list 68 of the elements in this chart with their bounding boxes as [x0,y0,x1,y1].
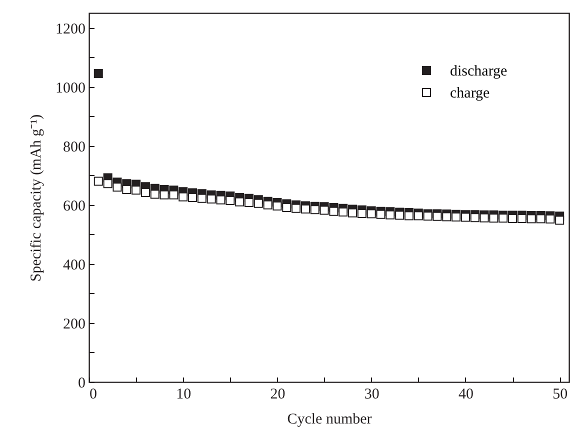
x-tick-label: 10 [176,386,192,402]
point [395,210,404,220]
y-tick-label: 600 [63,198,86,214]
y-tick-label: 1000 [56,80,86,96]
point [517,214,526,223]
x-tick-label: 40 [458,386,474,402]
legend-label: discharge [450,64,508,80]
y-axis-title: Specific capacity (mAh g⁻¹) [28,114,44,282]
point [508,214,518,223]
point [442,212,452,222]
point [338,207,348,216]
point [272,202,282,211]
point [546,214,555,224]
y-tick-label: 0 [78,376,86,392]
x-tick-label: 0 [90,386,97,402]
point [357,208,366,218]
point [226,196,235,205]
point [310,205,320,214]
point [206,194,216,204]
point [188,193,198,202]
point [244,198,254,208]
point [169,190,178,200]
point [386,210,395,220]
point [432,212,442,221]
point [414,211,423,220]
point [329,206,338,216]
point [263,200,272,210]
point [197,194,206,203]
point [480,213,489,222]
x-tick-label: 20 [270,386,286,402]
point [150,190,160,199]
point [555,216,564,225]
point [178,192,188,202]
point [300,204,310,214]
legend-label: charge [450,86,490,102]
point [122,185,132,194]
x-tick-label: 50 [552,386,568,402]
point [292,204,301,213]
y-tick-label: 800 [63,139,86,156]
point [526,214,536,224]
y-tick-label: 400 [63,257,86,274]
point [112,182,122,192]
point [320,206,329,215]
point [254,198,263,208]
point [282,203,292,212]
point [536,214,546,224]
point [140,188,150,197]
point [489,214,498,223]
point [423,212,432,221]
y-tick-label: 1200 [56,21,86,38]
point [216,195,226,204]
y-tick-label: 200 [63,316,86,332]
point [94,176,103,186]
point [460,212,470,222]
point [452,212,461,222]
point [404,211,414,220]
point [94,69,103,78]
point [498,214,508,223]
point [235,197,244,206]
x-axis-title: Cycle number [287,412,372,428]
point [160,190,169,200]
point [348,208,358,218]
point [103,179,112,188]
point [366,209,376,218]
point [470,213,480,222]
point [132,186,141,195]
point [376,210,386,219]
x-tick-label: 30 [364,386,380,402]
